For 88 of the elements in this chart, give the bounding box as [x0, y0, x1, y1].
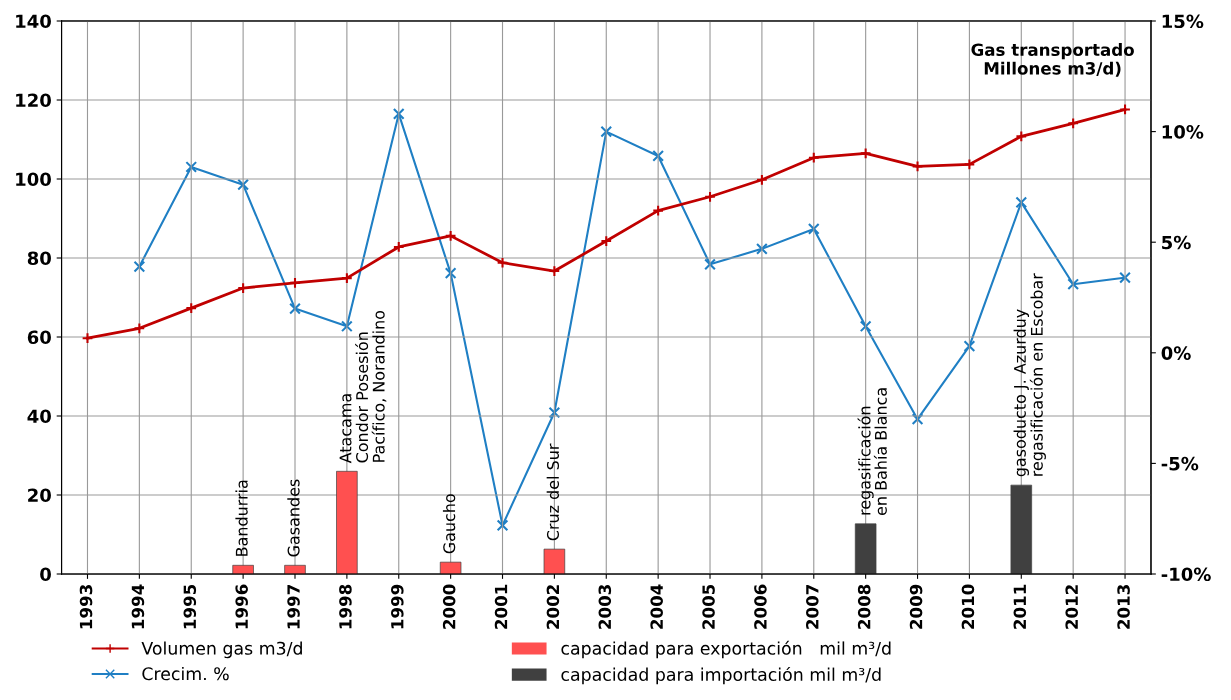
- point: [444, 267, 457, 280]
- point: [1015, 130, 1028, 143]
- legend-label: capacidad para exportación mil m³/d: [561, 640, 891, 659]
- point: [756, 242, 768, 255]
- point: [133, 260, 146, 273]
- y2-tick-label: 5%: [1162, 235, 1191, 250]
- annotation: Gasandes: [287, 479, 300, 557]
- point: [1015, 196, 1028, 209]
- annotation: en Bahía Blanca: [873, 388, 887, 516]
- annotation: Atacama: [339, 394, 352, 464]
- x-tick-label: 2001: [494, 584, 508, 629]
- y2-tick-label: 10%: [1162, 125, 1204, 139]
- bar: [854, 523, 877, 574]
- point: [1119, 271, 1131, 284]
- point: [600, 235, 613, 247]
- point: [859, 147, 872, 160]
- y-tick-label: 140: [16, 14, 51, 29]
- y2-tick-label: -5%: [1161, 456, 1199, 471]
- point: [289, 302, 301, 315]
- x-tick-label: 1993: [79, 585, 93, 629]
- x-tick-label: 1994: [131, 584, 145, 629]
- legend-label: capacidad para importación mil m³/d: [561, 666, 881, 685]
- bar: [439, 561, 462, 574]
- x-tick-label: 2000: [442, 584, 456, 629]
- x-tick-label: 2009: [909, 584, 923, 629]
- point: [963, 340, 976, 353]
- point: [548, 265, 561, 277]
- y2-tick-label: 15%: [1162, 14, 1204, 29]
- bar: [543, 548, 566, 574]
- x-tick-label: 2007: [806, 585, 819, 629]
- point: [600, 125, 613, 138]
- x-tick-label: 2011: [1013, 584, 1027, 629]
- x-tick-label: 2003: [598, 585, 612, 629]
- point: [911, 413, 924, 426]
- x-tick-label: 2008: [857, 584, 871, 629]
- legend-label: Crecim. %: [142, 666, 229, 681]
- point: [548, 406, 561, 419]
- point: [340, 320, 353, 333]
- x-tick-label: 2013: [1117, 585, 1130, 629]
- y-tick-label: 120: [16, 93, 51, 108]
- x-tick-label: 1997: [287, 585, 300, 629]
- point: [133, 322, 146, 335]
- point: [807, 151, 820, 164]
- point: [859, 320, 872, 333]
- bar: [336, 470, 358, 574]
- x-tick-label: 1998: [339, 584, 352, 629]
- y-tick-label: 100: [16, 172, 51, 187]
- point: [807, 223, 820, 235]
- x-tick-label: 1996: [235, 584, 248, 629]
- annotation: Condor Posesión: [355, 332, 369, 463]
- annotation: Cruz del Sur: [546, 443, 560, 541]
- bar: [284, 564, 306, 574]
- annotation: Gaucho: [442, 494, 456, 554]
- x-tick-label: 2012: [1065, 585, 1078, 629]
- point: [963, 158, 976, 171]
- x-tick-label: 1999: [391, 584, 404, 629]
- point: [392, 108, 405, 120]
- y-tick-label: 80: [27, 251, 51, 266]
- annotation: regasificación en Escobar: [1029, 273, 1046, 476]
- point: [237, 178, 250, 191]
- annotation: Gas transportado Millones m3/d): [971, 43, 1134, 77]
- y-tick-label: 0: [40, 567, 51, 582]
- annotation: gasoducto J. Azurduy: [1013, 309, 1030, 477]
- point: [496, 519, 509, 532]
- annotation: regasificación: [857, 406, 874, 515]
- x-tick-label: 1995: [183, 584, 197, 629]
- y-tick-label: 20: [28, 488, 51, 503]
- y2-tick-label: -10%: [1161, 567, 1211, 582]
- point: [392, 241, 405, 253]
- y-tick-label: 60: [27, 330, 51, 345]
- bar: [232, 564, 254, 574]
- annotation: Pacífico, Norandino: [371, 310, 387, 462]
- point: [704, 258, 716, 271]
- point: [1119, 103, 1131, 116]
- point: [185, 161, 198, 173]
- x-tick-label: 2010: [961, 584, 975, 629]
- y-tick-label: 40: [27, 409, 51, 424]
- point: [652, 150, 665, 162]
- bar: [1010, 484, 1033, 574]
- x-tick-label: 2006: [754, 584, 767, 629]
- point: [1067, 278, 1080, 291]
- x-tick-label: 2002: [546, 585, 560, 629]
- point: [911, 160, 924, 173]
- annotation: Bandurria: [235, 480, 248, 556]
- legend-label: Volumen gas m3/d: [141, 641, 302, 659]
- x-tick-label: 2005: [702, 584, 715, 629]
- x-tick-label: 2004: [650, 584, 663, 629]
- y2-tick-label: 0%: [1161, 346, 1191, 360]
